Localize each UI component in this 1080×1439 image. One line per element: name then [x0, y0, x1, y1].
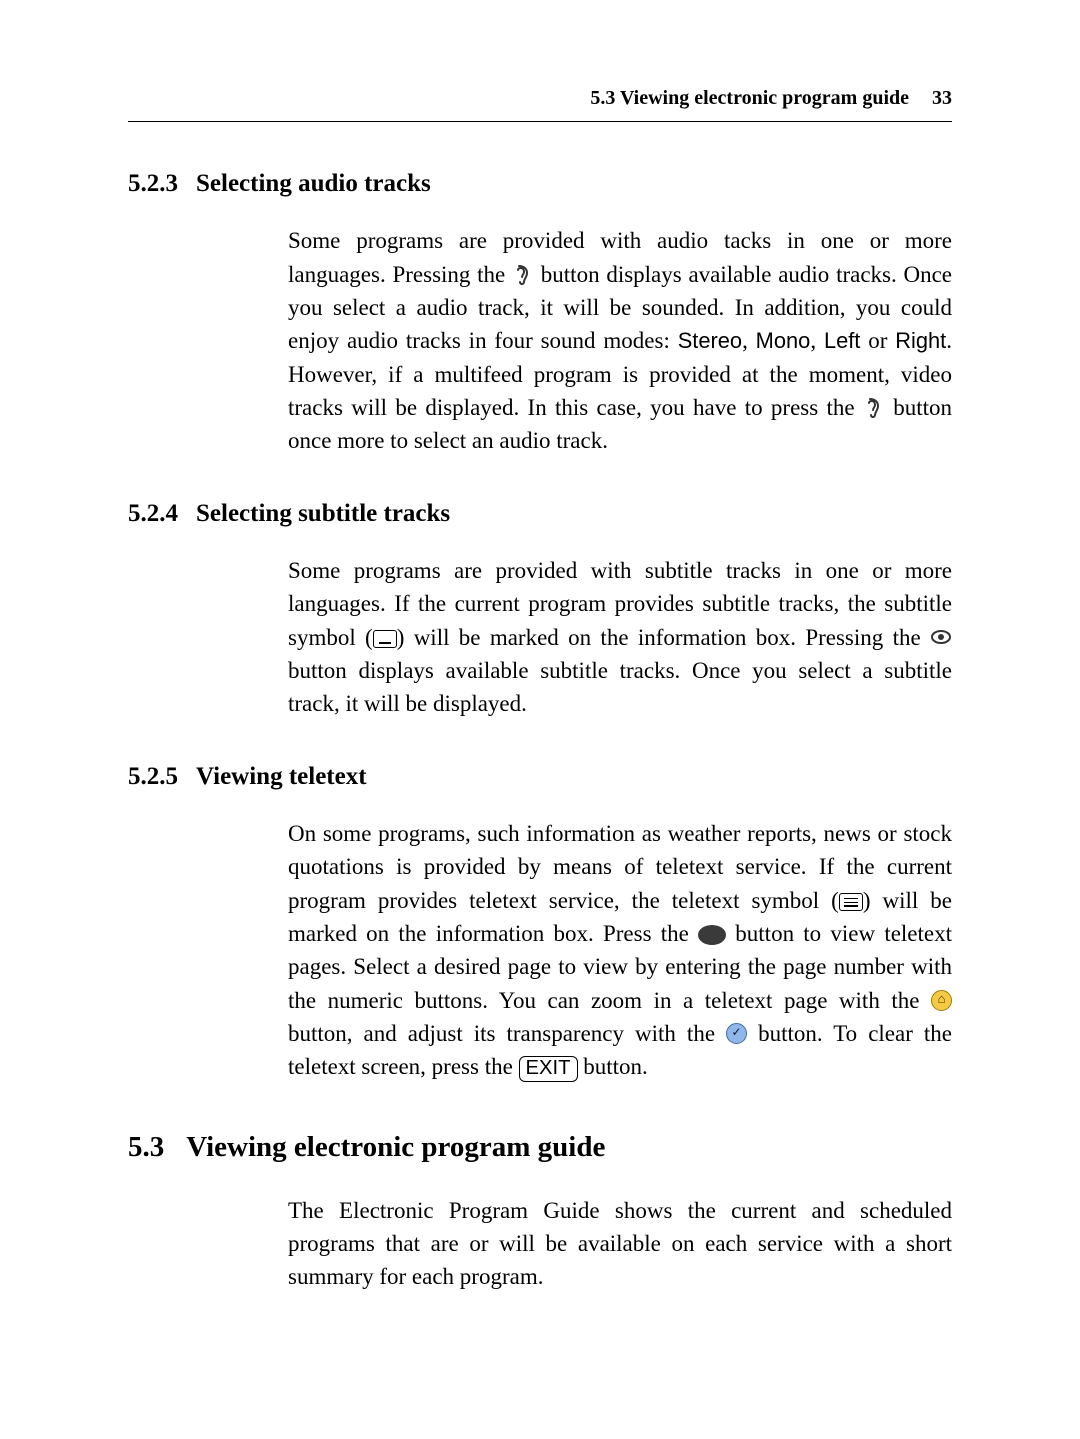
exit-key-label: EXIT: [519, 1056, 578, 1081]
heading-title: Selecting audio tracks: [196, 166, 431, 202]
audio-button-icon: [512, 263, 534, 285]
heading-number: 5.2.4: [128, 496, 178, 532]
subtitle-button-icon: [930, 626, 952, 648]
paragraph-523: Some programs are provided with audio ta…: [288, 224, 952, 457]
running-head: 5.3 Viewing electronic program guide 33: [128, 84, 952, 122]
paragraph-525: On some programs, such information as we…: [288, 817, 952, 1084]
subtitle-symbol-icon: [373, 630, 397, 648]
heading-525: 5.2.5 Viewing teletext: [128, 759, 952, 795]
teletext-symbol-icon: [839, 893, 863, 911]
mode-left: Left: [824, 328, 860, 353]
mode-mono: Mono: [756, 328, 811, 353]
heading-title: Selecting subtitle tracks: [196, 496, 450, 532]
heading-524: 5.2.4 Selecting subtitle tracks: [128, 496, 952, 532]
text: button, and adjust its transparency with…: [288, 1021, 726, 1046]
heading-53: 5.3 Viewing electronic program guide: [128, 1126, 952, 1168]
page: 5.3 Viewing electronic program guide 33 …: [0, 0, 1080, 1439]
heading-number: 5.3: [128, 1126, 164, 1168]
heading-title: Viewing electronic program guide: [186, 1126, 605, 1168]
heading-523: 5.2.3 Selecting audio tracks: [128, 166, 952, 202]
heading-title: Viewing teletext: [196, 759, 367, 795]
text: button displays available subtitle track…: [288, 658, 952, 716]
teletext-button-icon: [698, 925, 726, 945]
heading-number: 5.2.5: [128, 759, 178, 795]
text: ) will be marked on the information box.…: [397, 625, 930, 650]
text: The Electronic Program Guide shows the c…: [288, 1198, 952, 1290]
heading-number: 5.2.3: [128, 166, 178, 202]
mode-stereo: Stereo: [678, 328, 742, 353]
text: button.: [578, 1054, 648, 1079]
audio-button-icon: [863, 396, 885, 418]
page-number: 33: [932, 87, 952, 109]
zoom-button-icon: [931, 990, 952, 1011]
transparency-button-icon: [726, 1023, 747, 1044]
mode-right: Right: [895, 328, 946, 353]
running-head-title: 5.3 Viewing electronic program guide: [590, 87, 909, 109]
paragraph-53: The Electronic Program Guide shows the c…: [288, 1194, 952, 1294]
paragraph-524: Some programs are provided with subtitle…: [288, 554, 952, 721]
